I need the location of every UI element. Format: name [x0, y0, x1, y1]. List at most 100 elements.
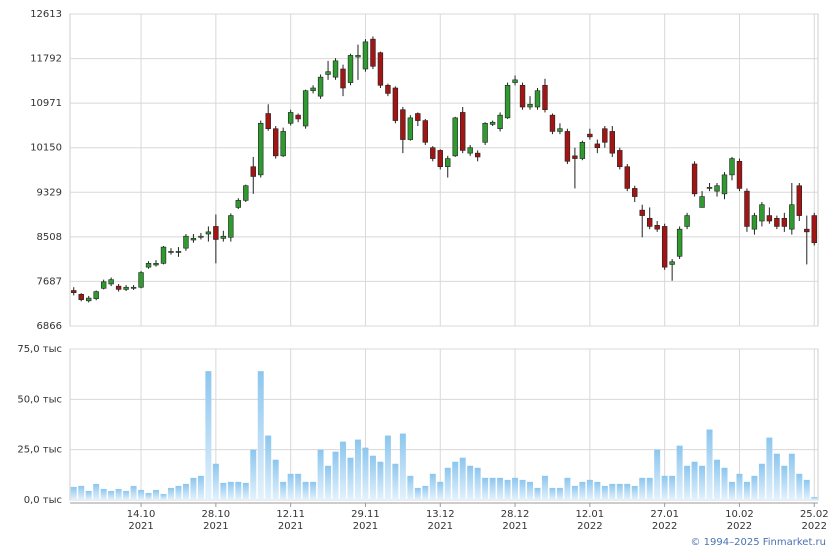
- y-tick-label: 25,0 тыс: [17, 445, 62, 456]
- volume-bar: [512, 477, 519, 500]
- candle-body: [190, 238, 197, 241]
- volume-bar: [317, 449, 324, 500]
- y-tick-label: 12613: [30, 9, 62, 20]
- candle-body: [594, 143, 601, 149]
- candle-body: [422, 120, 428, 143]
- volume-bar: [392, 463, 399, 500]
- candle-body: [676, 228, 683, 257]
- candle-body: [415, 113, 421, 121]
- candle-body: [489, 121, 496, 125]
- x-tick-label: 27.01 2022: [650, 509, 679, 532]
- volume-bar: [205, 371, 212, 500]
- y-tick-label: 9329: [37, 187, 62, 198]
- volume-bar: [310, 481, 317, 500]
- candle-body: [572, 155, 578, 159]
- volume-bar: [429, 473, 436, 500]
- candle-body: [175, 251, 182, 253]
- volume-bar: [489, 477, 496, 500]
- candle-body: [789, 204, 795, 230]
- candle-body: [497, 114, 503, 130]
- volume-bar: [280, 481, 287, 500]
- volume-bar: [736, 473, 743, 500]
- volume-bar: [796, 473, 803, 500]
- candle-body: [699, 196, 705, 208]
- volume-bar: [556, 487, 563, 500]
- volume-bar: [145, 492, 152, 500]
- volume-bar: [788, 453, 795, 500]
- candle-body: [512, 79, 518, 83]
- volume-bar: [182, 483, 189, 500]
- y-tick-label: 50,0 тыс: [17, 394, 62, 405]
- volume-bar: [332, 451, 339, 500]
- candle-body: [235, 200, 241, 208]
- volume-bar: [803, 479, 810, 500]
- candle-body: [527, 103, 533, 108]
- candle-body: [564, 131, 571, 162]
- volume-bar: [684, 465, 691, 500]
- x-tick-label: 28.10 2021: [202, 509, 231, 532]
- candle-body: [482, 122, 488, 143]
- candle-body: [467, 147, 473, 154]
- volume-bar: [70, 486, 77, 500]
- candle-body: [632, 188, 638, 197]
- volume-bar: [743, 481, 750, 500]
- candle-body: [100, 281, 107, 289]
- volume-bar: [646, 477, 653, 500]
- candle-body: [759, 204, 765, 222]
- volume-bar: [197, 475, 204, 500]
- candle-body: [774, 217, 780, 227]
- candle-body: [661, 226, 668, 268]
- source-link[interactable]: © 1994–2025 Finmarket.ru: [690, 537, 826, 548]
- y-tick-label: 10971: [30, 98, 62, 109]
- volume-bar: [541, 475, 548, 500]
- volume-bar: [714, 459, 721, 500]
- candle-body: [534, 90, 541, 108]
- candle-body: [647, 217, 653, 227]
- volume-bar: [766, 437, 773, 500]
- volume-bar: [354, 439, 361, 500]
- volume-bar: [422, 485, 429, 500]
- candle-body: [250, 166, 256, 177]
- volume-bar: [138, 489, 145, 500]
- candle-body: [751, 215, 758, 230]
- volume-bar: [534, 487, 541, 500]
- candle-body: [115, 285, 122, 290]
- volume-bar: [482, 477, 489, 500]
- volume-bar: [437, 481, 444, 500]
- volume-bar: [444, 467, 451, 500]
- candle-body: [78, 293, 84, 301]
- candle-body: [609, 131, 615, 154]
- volume-bar: [115, 488, 122, 500]
- candle-body: [714, 185, 720, 192]
- candle-body: [766, 215, 773, 222]
- candle-body: [220, 235, 227, 239]
- volume-bar: [384, 435, 391, 500]
- volume-bar: [609, 483, 616, 500]
- candle-body: [130, 286, 137, 289]
- candle-body: [624, 166, 630, 189]
- volume-bar: [527, 481, 534, 500]
- volume-bar: [601, 485, 608, 500]
- candle-body: [340, 68, 346, 89]
- volume-bar: [564, 477, 571, 500]
- candle-body: [198, 235, 204, 238]
- volume-bar: [706, 429, 713, 500]
- price-panel: [69, 13, 819, 327]
- volume-bar: [497, 477, 504, 500]
- candle-body: [302, 90, 309, 127]
- candle-body: [86, 297, 92, 302]
- candle-body: [332, 60, 339, 78]
- candle-body: [721, 174, 728, 195]
- volume-bar: [369, 455, 376, 500]
- candle-body: [93, 291, 99, 299]
- x-tick-label: 28.12 2021: [501, 509, 530, 532]
- volume-bar: [347, 457, 354, 500]
- candle-body: [811, 215, 817, 244]
- volume-bar: [728, 481, 735, 500]
- candle-body: [108, 279, 114, 285]
- candle-body: [71, 290, 77, 293]
- candle-body: [400, 109, 406, 140]
- candle-body: [430, 147, 436, 159]
- candle-body: [347, 55, 354, 83]
